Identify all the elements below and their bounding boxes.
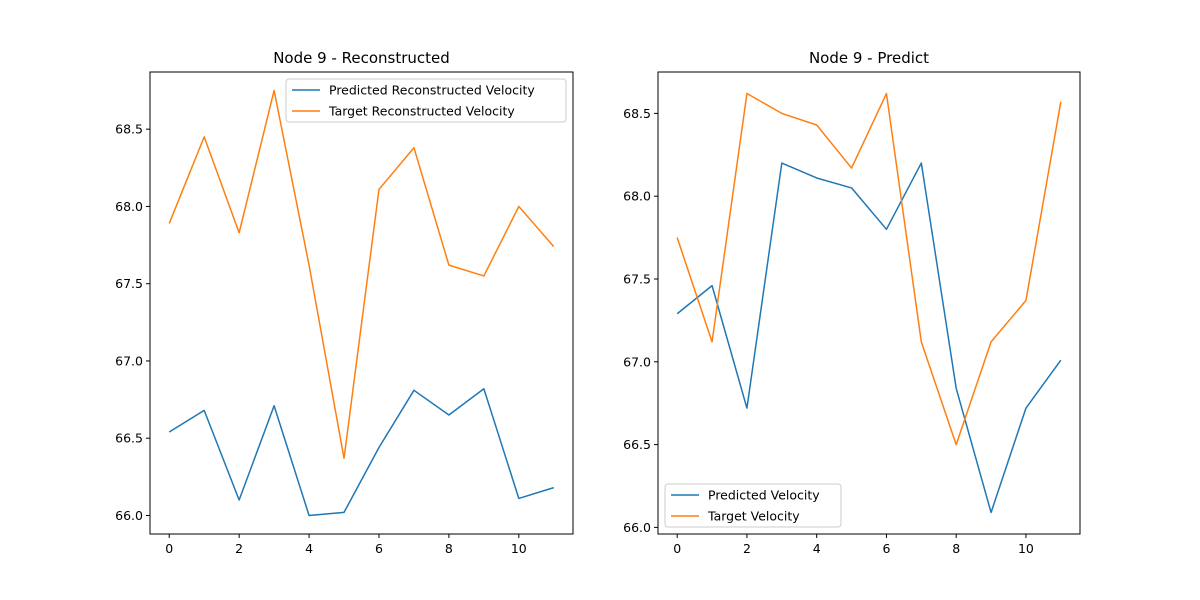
x-tick-label: 2 — [235, 541, 243, 556]
legend-entry: Target Reconstructed Velocity — [328, 104, 515, 119]
y-tick-label: 68.5 — [623, 106, 651, 121]
legend: Predicted Velocity Target Velocity — [664, 483, 842, 528]
x-tick-label: 10 — [511, 541, 527, 556]
series-line-predicted — [168, 388, 554, 517]
y-tick-label: 68.0 — [115, 199, 143, 214]
chart-title: Node 9 - Predict — [809, 49, 929, 67]
y-tick-label: 67.5 — [623, 271, 651, 286]
y-tick-label: 66.0 — [115, 508, 143, 523]
plot-frame — [149, 71, 574, 535]
legend-box — [285, 78, 567, 123]
y-tick-label: 66.0 — [623, 520, 651, 535]
x-tick-label: 4 — [813, 541, 821, 556]
x-tick-label: 4 — [305, 541, 313, 556]
legend: Predicted Reconstructed Velocity Target R… — [285, 78, 567, 123]
y-tick-label: 67.5 — [115, 276, 143, 291]
y-tick-label: 66.5 — [623, 437, 651, 452]
series-line-predicted — [676, 162, 1062, 514]
y-tick-label: 67.0 — [623, 354, 651, 369]
plot-frame — [657, 71, 1081, 535]
legend-box — [664, 483, 842, 528]
x-tick-label: 0 — [165, 541, 173, 556]
x-tick-label: 8 — [445, 541, 453, 556]
x-tick-label: 0 — [673, 541, 681, 556]
y-tick-label: 68.0 — [623, 189, 651, 204]
x-tick-label: 8 — [952, 541, 960, 556]
series-line-target — [168, 89, 555, 460]
chart-title: Node 9 - Reconstructed — [273, 49, 450, 67]
x-tick-label: 10 — [1018, 541, 1034, 556]
y-tick-label: 68.5 — [115, 122, 143, 137]
chart-reconstructed: Node 9 - Reconstructed 0 2 4 6 8 10 66.0 66.5 67.… — [115, 49, 574, 556]
y-tick-label: 67.0 — [115, 353, 143, 368]
legend-entry: Predicted Reconstructed Velocity — [329, 83, 535, 98]
series-line-target — [676, 92, 1062, 446]
x-tick-label: 2 — [743, 541, 751, 556]
legend-entry: Predicted Velocity — [708, 488, 820, 503]
chart-predict: Node 9 - Predict 0 2 4 6 8 10 66.0 66.5 67.0 67.5 6… — [623, 49, 1081, 556]
x-tick-label: 6 — [882, 541, 890, 556]
y-tick-label: 66.5 — [115, 431, 143, 446]
x-tick-label: 6 — [375, 541, 383, 556]
legend-entry: Target Velocity — [707, 509, 800, 524]
